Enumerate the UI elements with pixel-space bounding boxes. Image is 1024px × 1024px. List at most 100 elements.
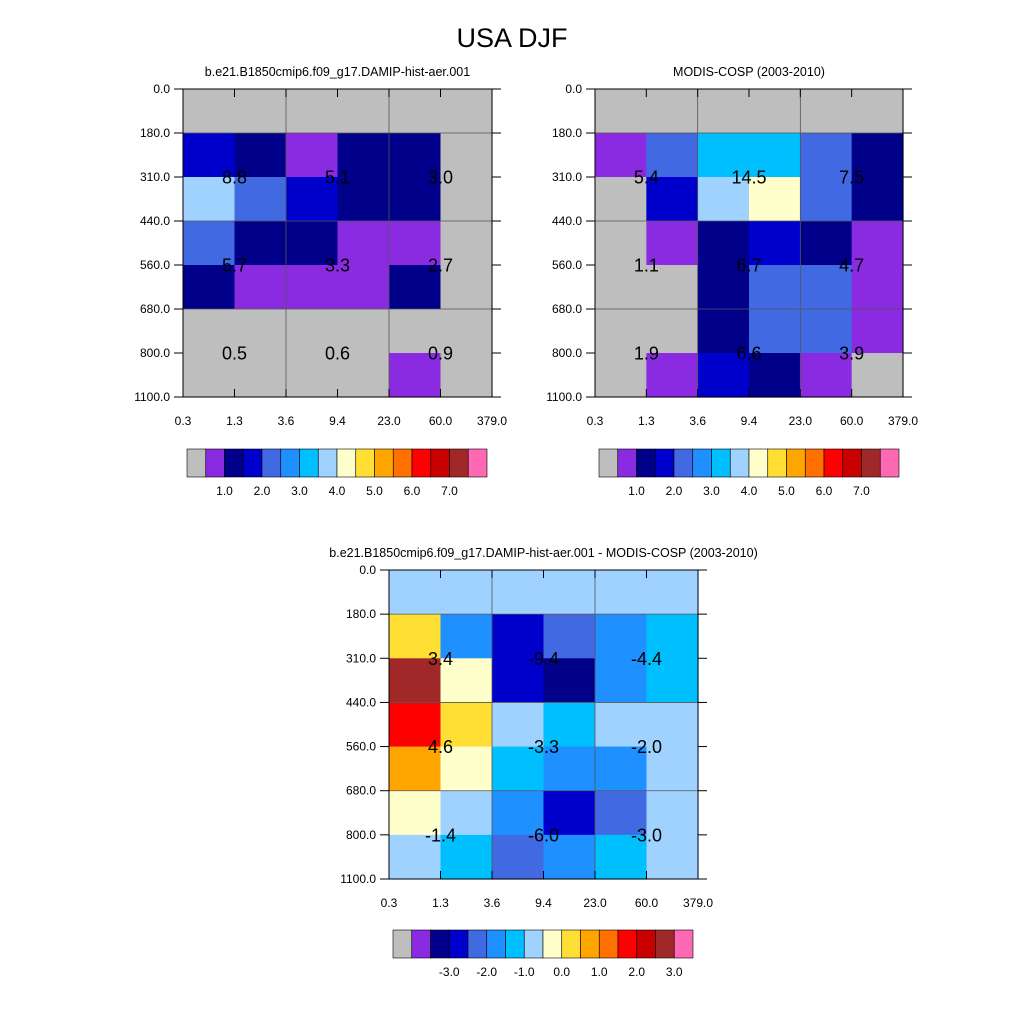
cell-value-label: 2.7 [428,256,453,276]
panel-2: MODIS-COSP (2003-2010) 0.0 180.0 310.0 440.0… [546,65,918,498]
colorbar-label: 4.0 [329,484,346,498]
heatmap-cell [697,221,750,266]
colorbar-swatch [673,448,694,478]
heatmap-cell [646,221,699,266]
colorbar-swatch [861,448,881,478]
heatmap-cell [800,265,853,310]
colorbar-swatch [299,448,319,478]
colorbar-label: 7.0 [441,484,458,498]
colorbar-swatch [598,929,619,959]
y-tick-label: 1100.0 [546,390,582,404]
heatmap-cell [851,265,904,310]
heatmap-cell [440,177,493,222]
heatmap-cell [595,746,648,792]
heatmap-cell [337,353,390,398]
colorbar-label: 0.0 [553,965,570,979]
heatmap-cell [389,614,442,659]
heatmap-cell [389,702,442,748]
x-tick-label: 1.3 [638,414,655,428]
heatmap-cell [749,353,801,398]
heatmap-cell [286,177,339,222]
heatmap-cell [749,309,801,354]
cell-value-label: -9.4 [528,649,559,669]
x-tick-label: 60.0 [429,414,453,428]
colorbar-label: 5.0 [366,484,383,498]
y-tick-label: 560.0 [140,258,170,272]
heatmap-cell [389,353,442,398]
cell-value-label: -3.0 [631,825,662,845]
heatmap-cell [183,133,236,178]
colorbar-label: 4.0 [741,484,758,498]
colorbar: -3.0 -2.0 -1.0 0.0 1.0 2.0 3.0 [392,929,694,979]
heatmap-cell [183,265,236,310]
heatmap-cell [749,133,801,178]
heatmap-cell [183,353,236,398]
heatmap-cell [440,133,493,178]
y-tick-label: 0.0 [153,82,170,96]
figure-title: USA DJF [456,23,567,53]
heatmap-cell [749,265,801,310]
heatmap-cell [697,309,750,354]
x-tick-label: 3.6 [278,414,295,428]
x-tick-label: 23.0 [377,414,401,428]
y-tick-label: 0.0 [565,82,582,96]
heatmap-cell [183,309,236,354]
heatmap-cell [440,309,493,354]
cell-value-label: 0.5 [222,344,247,364]
heatmap-cell [595,309,647,354]
colorbar-label: 1.0 [216,484,233,498]
heatmap-cell [697,89,750,134]
cell-value-label: 3.4 [428,649,453,669]
cell-value-label: 14.5 [731,168,766,188]
colorbar-swatch [392,929,413,959]
heatmap-cell [646,658,699,704]
colorbar-label: 6.0 [404,484,421,498]
colorbar-swatch [842,448,862,478]
y-tick-label: 310.0 [552,170,582,184]
panel-title: b.e21.B1850cmip6.f09_g17.DAMIP-hist-aer.… [205,65,470,79]
cell-value-label: -3.3 [528,737,559,757]
colorbar-swatch [317,448,338,478]
colorbar-label: 2.0 [666,484,683,498]
heatmap-cell [389,133,442,178]
heatmap-cell [440,702,493,748]
heatmap-cell [800,177,853,222]
cell-value-label: 0.6 [325,344,350,364]
heatmap-cell [646,702,699,748]
cell-value-label: 8.8 [222,168,247,188]
cell-value-label: -6.0 [528,825,559,845]
colorbar-swatch [280,448,300,478]
heatmap-cell [440,614,493,659]
heatmap-cell [543,834,596,880]
colorbar-label: -1.0 [514,965,535,979]
colorbar-swatch [617,929,638,959]
colorbar-swatch [655,929,675,959]
heatmap-cell [595,658,648,704]
panel-title: b.e21.B1850cmip6.f09_g17.DAMIP-hist-aer.… [329,546,757,560]
colorbar-label: 1.0 [628,484,645,498]
y-tick-label: 800.0 [552,346,582,360]
colorbar-swatch [636,448,656,478]
heatmap-cell [595,133,647,178]
heatmap-cell [492,834,545,880]
heatmap-cell [646,353,699,398]
colorbar-swatch [692,448,712,478]
colorbar-label: 7.0 [853,484,870,498]
y-tick-label: 1100.0 [340,872,376,886]
x-tick-label: 3.6 [484,896,501,910]
heatmap-cell [800,133,853,178]
y-tick-label: 440.0 [140,214,170,228]
heatmap-cell [389,570,442,615]
heatmap-cell [646,177,699,222]
cell-value-label: 5.4 [634,168,659,188]
y-tick-label: 310.0 [140,170,170,184]
colorbar-swatch [617,448,637,478]
colorbar-swatch [486,929,506,959]
x-tick-label: 3.6 [689,414,706,428]
colorbar-swatch [186,448,207,478]
cell-value-label: 3.3 [325,256,350,276]
heatmap-cell [286,309,339,354]
heatmap-cell [595,702,648,748]
heatmap-cell [800,353,853,398]
heatmap-cell [800,89,853,134]
